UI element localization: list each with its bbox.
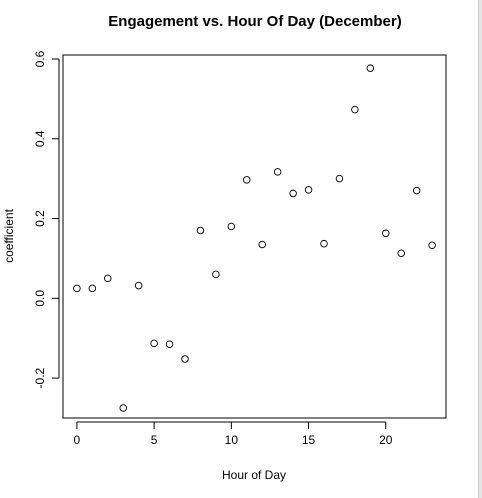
data-point: [273, 168, 282, 176]
y-axis-label: coefficient: [2, 208, 16, 262]
data-points: [73, 64, 436, 412]
x-axis-label: Hour of Day: [222, 468, 286, 482]
plot-area-frame: [62, 54, 447, 419]
data-point: [289, 189, 297, 198]
data-point: [243, 176, 251, 184]
y-axis: -0.2 0.0 0.2 0.4 0.6: [33, 50, 60, 388]
data-point: [134, 281, 143, 290]
x-tick-label: 10: [225, 433, 239, 447]
x-axis: 0 5 10 15 20: [74, 421, 393, 447]
y-tick-label: 0.4: [33, 130, 47, 147]
data-point: [181, 355, 189, 363]
data-point: [351, 105, 359, 114]
chart-title: Engagement vs. Hour Of Day (December): [108, 13, 401, 30]
data-point: [412, 186, 421, 195]
x-tick-label: 0: [74, 433, 81, 447]
window-edge: [478, 0, 482, 498]
y-tick-label: -0.2: [33, 367, 47, 388]
data-point: [73, 284, 81, 293]
data-point: [150, 339, 158, 348]
data-point: [428, 241, 436, 250]
y-tick-label: 0.2: [33, 210, 47, 227]
data-point: [212, 270, 220, 279]
data-point: [382, 229, 390, 238]
x-tick-label: 15: [302, 433, 316, 447]
data-point: [397, 249, 405, 258]
data-point: [320, 239, 328, 248]
data-point: [196, 226, 205, 235]
x-tick-label: 20: [379, 433, 393, 447]
data-point: [258, 240, 266, 249]
data-point: [88, 284, 97, 293]
data-point: [119, 404, 127, 412]
data-point: [227, 222, 236, 231]
x-tick-label: 5: [151, 433, 158, 447]
y-tick-label: 0.0: [33, 290, 47, 307]
data-point: [165, 340, 174, 348]
data-point: [304, 186, 313, 194]
data-point: [335, 174, 344, 183]
data-point: [104, 274, 112, 283]
y-tick-label: 0.6: [33, 50, 47, 67]
data-point: [366, 64, 375, 72]
